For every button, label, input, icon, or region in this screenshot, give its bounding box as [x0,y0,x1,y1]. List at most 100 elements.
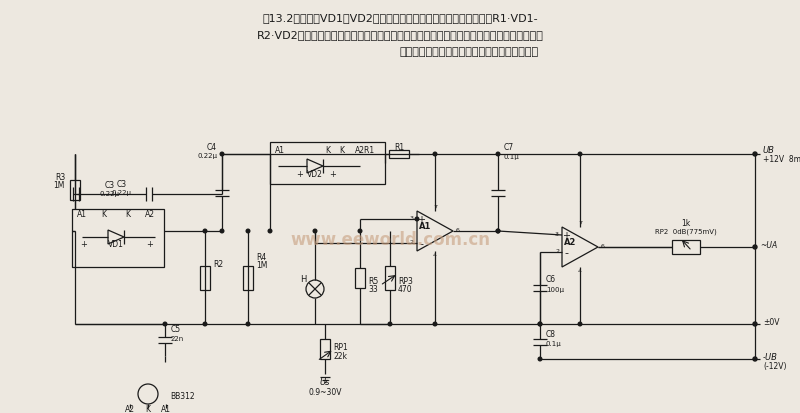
Text: -UB: -UB [763,353,778,362]
Text: 6: 6 [601,244,605,249]
Text: H: H [300,275,306,284]
Text: 22n: 22n [171,335,184,341]
Bar [672,240,700,254]
Circle shape [753,245,757,249]
Text: +: + [330,170,337,179]
Text: R1: R1 [394,143,404,152]
Circle shape [496,153,500,157]
Circle shape [415,218,419,221]
Text: 33: 33 [368,285,378,294]
Circle shape [538,323,542,326]
Text: K: K [326,146,330,155]
Text: C5: C5 [171,325,181,334]
Text: ~UA: ~UA [760,241,778,250]
Text: 图13.2示出采用VD1、VD2两变容二极管构成的电路。其振荡频率同R1·VD1-: 图13.2示出采用VD1、VD2两变容二极管构成的电路。其振荡频率同R1·VD1… [262,13,538,23]
Text: www.eeworld.com.cn: www.eeworld.com.cn [290,230,490,248]
Text: 1M: 1M [54,181,65,190]
Circle shape [163,323,167,326]
Circle shape [538,357,542,361]
Text: R4: R4 [256,253,266,262]
Text: VD2: VD2 [307,170,323,179]
Text: RP1: RP1 [333,343,348,351]
Text: A2: A2 [145,210,155,219]
Text: -: - [419,238,423,248]
Text: -: - [564,247,568,257]
Text: A2: A2 [125,404,135,413]
Text: +: + [81,240,87,249]
Text: 4: 4 [578,269,582,274]
Circle shape [246,230,250,233]
Text: 0.1μ: 0.1μ [546,340,562,346]
Bar [320,339,330,359]
Text: +: + [297,170,303,179]
Text: +: + [562,230,570,240]
Text: UB: UB [763,146,775,155]
Circle shape [496,230,500,233]
Bar [243,266,253,290]
Text: ±0V: ±0V [763,318,779,327]
Text: 3: 3 [410,216,414,221]
Bar [72,209,164,267]
Text: BB312: BB312 [170,392,194,401]
Text: VD1: VD1 [108,240,124,249]
Bar [385,266,395,290]
Circle shape [246,323,250,326]
Text: +: + [146,240,154,249]
Text: A1: A1 [77,210,87,219]
Circle shape [753,357,757,361]
Text: K: K [102,210,106,219]
Text: 22k: 22k [333,351,347,361]
Text: 0.22μ: 0.22μ [100,190,120,197]
Text: 6: 6 [456,228,460,233]
Text: A2R1: A2R1 [355,146,375,155]
Bar [200,266,210,290]
Bar [355,268,365,288]
Text: A1: A1 [419,222,431,231]
Text: 0.1μ: 0.1μ [504,154,520,159]
Text: A2: A2 [564,238,576,247]
Circle shape [496,230,500,233]
Text: K: K [126,210,130,219]
Text: C3: C3 [105,181,115,190]
Circle shape [203,323,206,326]
Text: 470: 470 [398,285,413,294]
Text: 7: 7 [433,205,437,210]
Text: 0.22μ: 0.22μ [112,190,132,195]
Circle shape [314,230,317,233]
Text: 0.22μ: 0.22μ [197,153,217,159]
Text: 3: 3 [555,232,559,237]
Text: 此需采用同轴连接的两个电位器或双连电容器。: 此需采用同轴连接的两个电位器或双连电容器。 [400,47,539,57]
Text: 100μ: 100μ [546,286,564,292]
Text: 2: 2 [555,249,559,254]
Text: C6: C6 [546,275,556,284]
Circle shape [753,322,757,326]
Circle shape [753,153,757,157]
Circle shape [268,230,272,233]
Text: C7: C7 [504,143,514,152]
Text: R2·VD2有关，为了调整频率范围，两个桥路分支的电容和电阔必须同时改变同样的数值。为: R2·VD2有关，为了调整频率范围，两个桥路分支的电容和电阔必须同时改变同样的数… [257,30,543,40]
Text: 7: 7 [578,221,582,226]
Circle shape [358,230,362,233]
Bar [70,180,80,201]
Circle shape [538,323,542,326]
Text: K: K [146,404,150,413]
Text: C8: C8 [546,330,556,339]
Text: 1M: 1M [256,261,267,270]
Circle shape [220,153,224,157]
Circle shape [388,323,392,326]
Text: A1: A1 [161,404,171,413]
Text: +12V  8mA: +12V 8mA [763,155,800,164]
Circle shape [220,230,224,233]
Text: 4: 4 [433,253,437,258]
Circle shape [578,323,582,326]
Circle shape [578,153,582,157]
Text: R3: R3 [54,173,65,182]
Text: RP2  0dB(775mV): RP2 0dB(775mV) [655,228,717,235]
Circle shape [434,153,437,157]
Text: K: K [339,146,345,155]
Bar [389,151,409,159]
Text: (-12V): (-12V) [763,362,786,370]
Text: R2: R2 [213,260,223,269]
Text: R5: R5 [368,277,378,286]
Text: Us: Us [320,377,330,387]
